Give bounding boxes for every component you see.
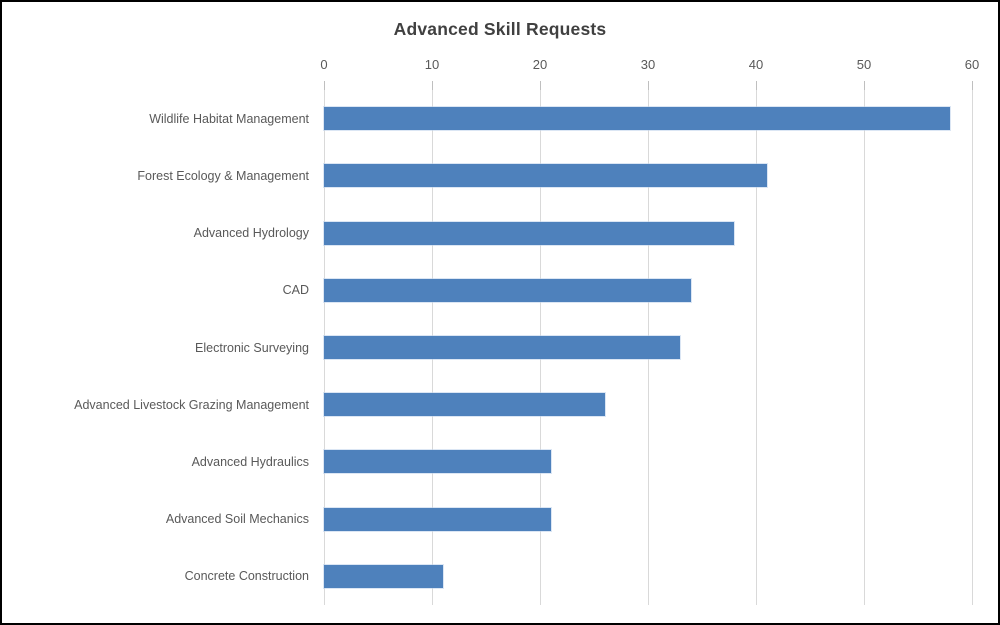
tick-mark-x-50 — [864, 81, 865, 90]
bar — [324, 164, 767, 187]
bar — [324, 450, 551, 473]
x-tick-label-40: 40 — [748, 57, 764, 72]
tick-mark-x-20 — [540, 81, 541, 90]
x-tick-label-0: 0 — [320, 57, 328, 72]
bar — [324, 107, 950, 130]
category-label: Advanced Hydraulics — [191, 455, 309, 469]
x-tick-label-10: 10 — [424, 57, 440, 72]
category-label: Advanced Livestock Grazing Management — [74, 398, 309, 412]
tick-mark-x-10 — [432, 81, 433, 90]
category-label: CAD — [282, 283, 309, 297]
x-tick-label-20: 20 — [532, 57, 548, 72]
category-label: Electronic Surveying — [195, 341, 309, 355]
bar — [324, 393, 605, 416]
bar — [324, 222, 734, 245]
bar — [324, 565, 443, 588]
bar — [324, 336, 680, 359]
gridline-x-50 — [864, 90, 865, 605]
bar — [324, 279, 691, 302]
gridline-x-60 — [972, 90, 973, 605]
tick-mark-x-40 — [756, 81, 757, 90]
tick-mark-x-30 — [648, 81, 649, 90]
x-tick-label-30: 30 — [640, 57, 656, 72]
plot-area — [324, 81, 973, 605]
gridline-x-40 — [756, 90, 757, 605]
category-label: Forest Ecology & Management — [137, 169, 309, 183]
x-tick-label-60: 60 — [964, 57, 980, 72]
tick-mark-x-0 — [324, 81, 325, 90]
bar — [324, 508, 551, 531]
chart-title: Advanced Skill Requests — [393, 19, 607, 39]
category-label: Wildlife Habitat Management — [149, 112, 309, 126]
category-label: Advanced Soil Mechanics — [165, 512, 309, 526]
category-label: Advanced Hydrology — [193, 226, 309, 240]
tick-mark-x-60 — [972, 81, 973, 90]
category-label: Concrete Construction — [184, 569, 309, 583]
x-tick-label-50: 50 — [856, 57, 872, 72]
